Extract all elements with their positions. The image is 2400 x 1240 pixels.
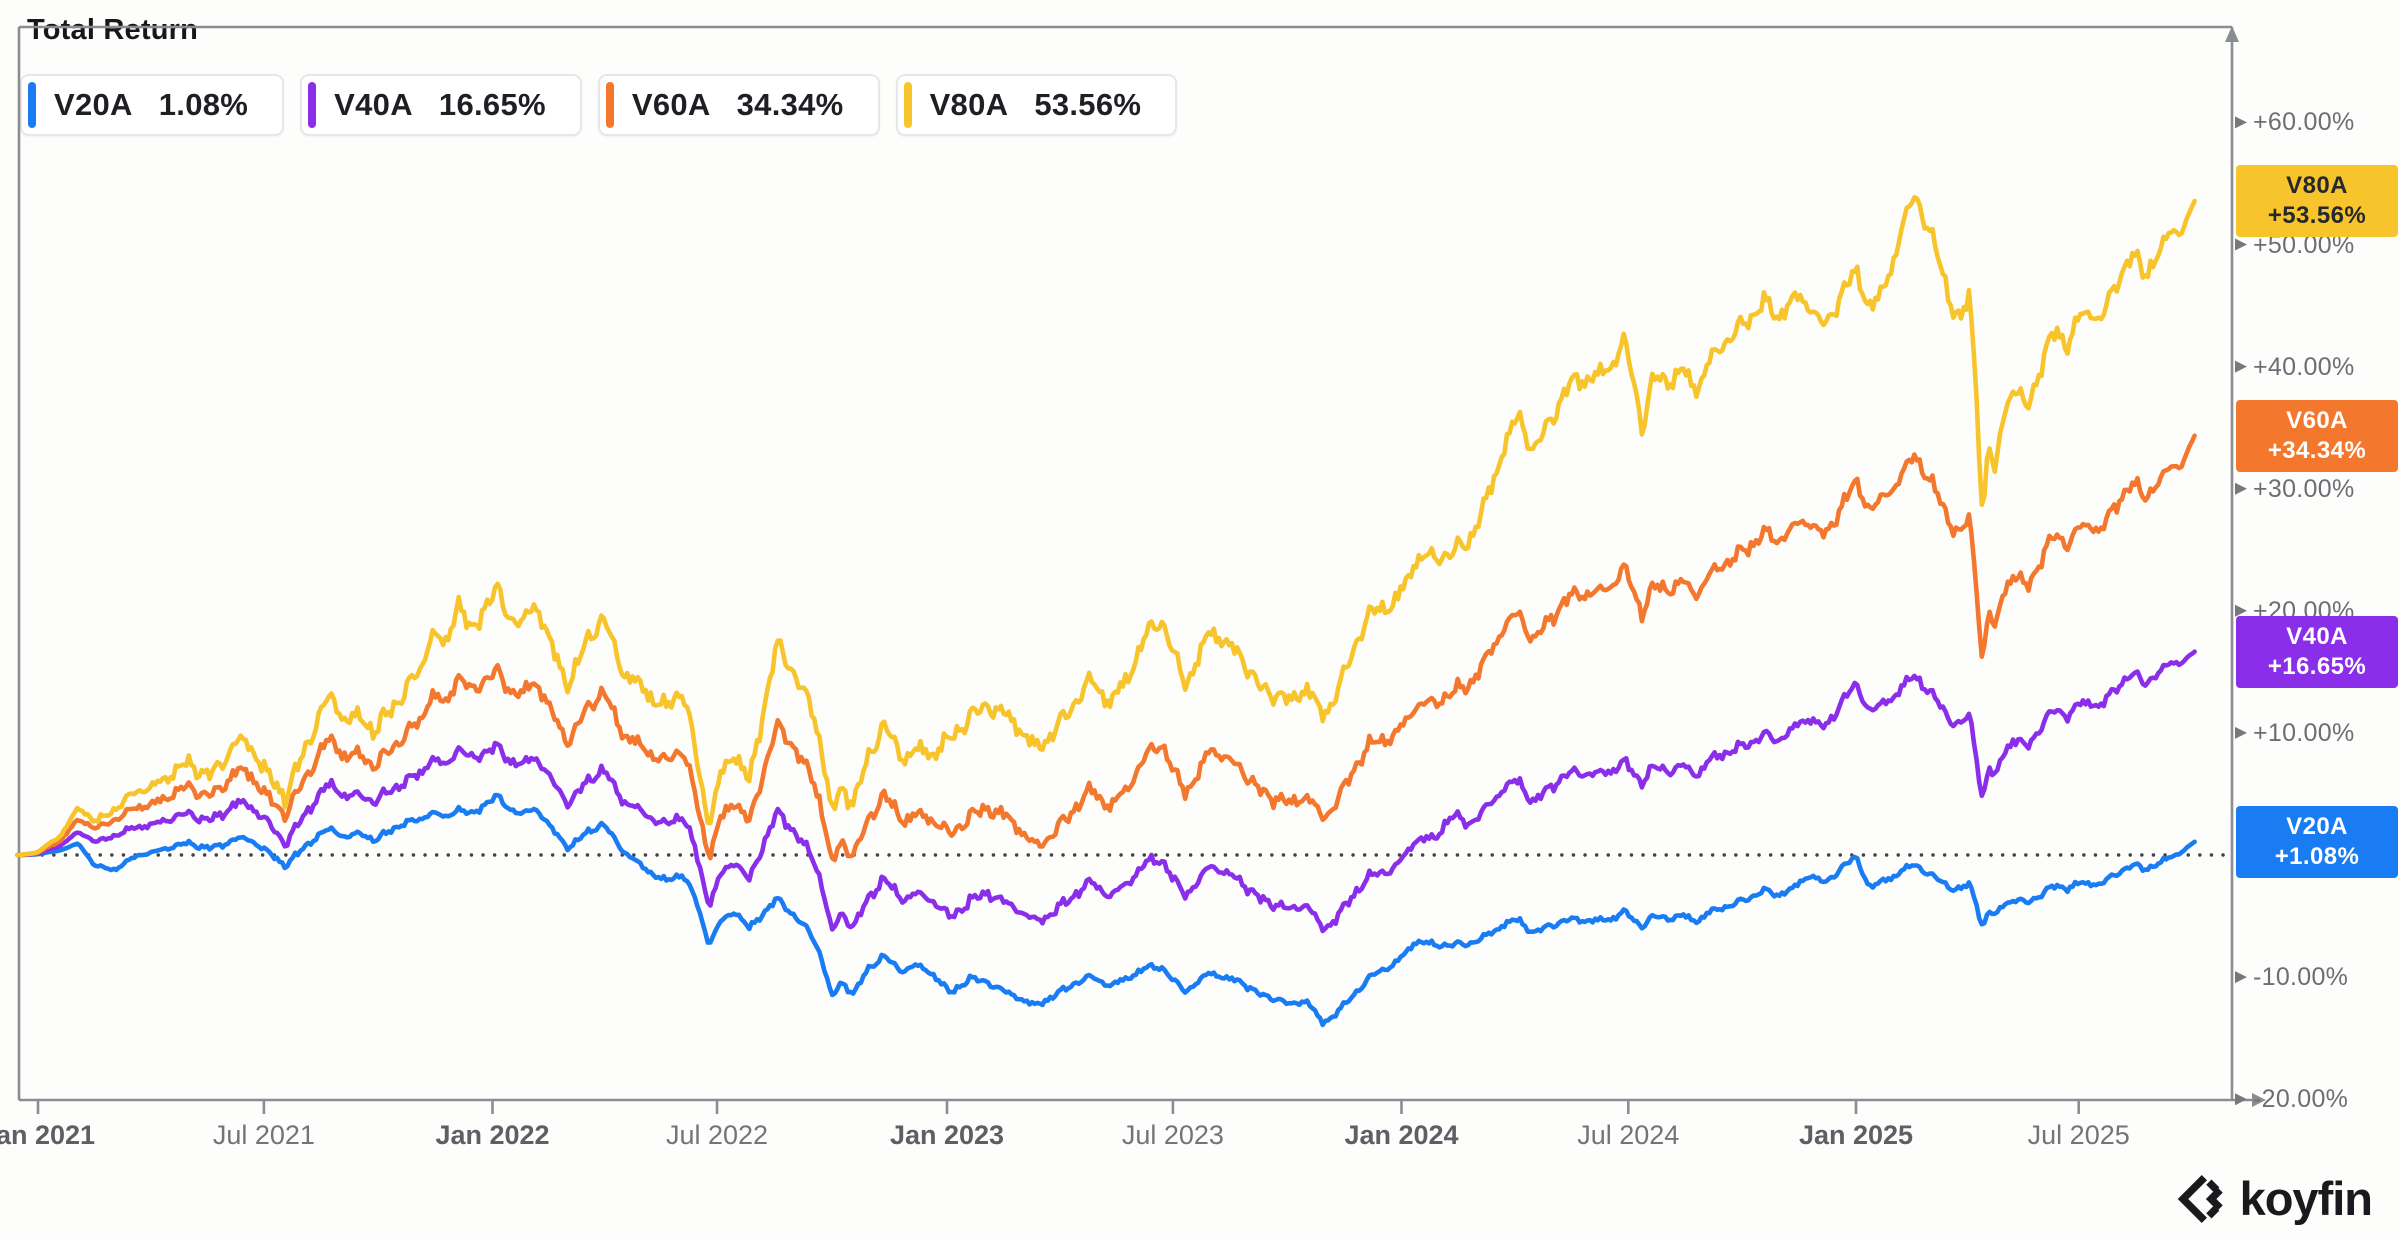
last-price-badge-v80a: V80A +53.56% <box>2236 165 2398 238</box>
x-tick-label: Jan 2023 <box>889 1120 1005 1150</box>
badge-return-value: +53.56% <box>2267 202 2367 230</box>
legend-value: 34.34% <box>736 87 844 122</box>
badge-return-value: +1.08% <box>2274 842 2360 870</box>
legend-chip-v40a[interactable]: V40A 16.65% <box>300 74 582 136</box>
legend-ticker: V60A <box>631 87 711 122</box>
x-tick-label: Jan 2022 <box>435 1120 550 1150</box>
x-tick-label: Jan 2024 <box>1344 1120 1459 1150</box>
x-axis-arrow-icon <box>2252 1093 2266 1107</box>
x-tick-label: Jul 2022 <box>665 1120 769 1150</box>
legend-chip-v80a[interactable]: V80A 53.56% <box>895 74 1178 136</box>
y-tick-arrow-icon <box>2235 360 2247 373</box>
y-tick-label: +60.00% <box>2253 108 2355 137</box>
y-tick-arrow-icon <box>2235 116 2247 129</box>
badge-ticker: V80A <box>2286 172 2348 200</box>
legend-value: 16.65% <box>438 87 546 122</box>
y-tick-label: -10.00% <box>2253 963 2349 992</box>
y-tick-arrow-icon <box>2235 482 2247 495</box>
y-tick-arrow-icon <box>2235 604 2247 617</box>
koyfin-branding: koyfin <box>2174 1171 2373 1226</box>
x-tick-label: Jan 2025 <box>1798 1120 1914 1150</box>
x-tick-label: Jan 2021 <box>0 1120 96 1150</box>
series-color-swatch <box>308 82 317 128</box>
legend-chip-v20a[interactable]: V20A 1.08% <box>20 74 285 136</box>
y-tick-label: +10.00% <box>2253 718 2355 747</box>
last-price-badge-v40a: V40A +16.65% <box>2236 615 2398 688</box>
last-price-badge-v60a: V60A +34.34% <box>2236 399 2398 472</box>
badge-ticker: V40A <box>2286 622 2348 650</box>
legend-chip-v60a[interactable]: V60A 34.34% <box>597 74 880 136</box>
y-axis-arrow-icon <box>2225 26 2239 42</box>
series-line-v40a <box>15 649 2197 934</box>
y-tick-label: +30.00% <box>2253 474 2355 503</box>
x-tick-label: Jul 2023 <box>1121 1120 1224 1150</box>
series-color-swatch <box>903 82 912 128</box>
series-line-v20a <box>15 792 2197 1028</box>
badge-return-value: +34.34% <box>2267 436 2367 464</box>
legend-ticker: V80A <box>929 87 1009 122</box>
y-tick-arrow-icon <box>2235 971 2247 984</box>
last-price-badge-v20a: V20A +1.08% <box>2236 805 2398 878</box>
x-tick-label: Jul 2024 <box>1577 1120 1680 1150</box>
y-tick-arrow-icon <box>2235 238 2247 251</box>
badge-ticker: V60A <box>2286 406 2348 434</box>
series-color-swatch <box>605 82 614 128</box>
legend-ticker: V20A <box>54 87 133 122</box>
y-tick-arrow-icon <box>2235 1093 2247 1106</box>
x-tick-label: Jul 2025 <box>2027 1120 2130 1150</box>
badge-return-value: +16.65% <box>2267 652 2367 680</box>
y-tick-label: -20.00% <box>2253 1085 2349 1114</box>
chart-title: Total Return <box>27 14 199 46</box>
x-tick-label: Jul 2021 <box>212 1120 315 1150</box>
legend-ticker: V40A <box>334 87 413 122</box>
badge-ticker: V20A <box>2286 812 2348 840</box>
series-line-v80a <box>15 195 2197 858</box>
y-tick-arrow-icon <box>2235 726 2247 739</box>
legend: V20A 1.08% V40A 16.65% V60A 34.34% V80A … <box>20 74 1178 136</box>
y-tick-label: +40.00% <box>2253 352 2355 381</box>
series-line-v60a <box>15 433 2197 863</box>
koyfin-logo-icon <box>2177 1174 2223 1223</box>
legend-value: 53.56% <box>1034 87 1142 122</box>
series-color-swatch <box>28 82 36 128</box>
koyfin-logo-text: koyfin <box>2239 1172 2373 1225</box>
legend-value: 1.08% <box>158 87 249 122</box>
